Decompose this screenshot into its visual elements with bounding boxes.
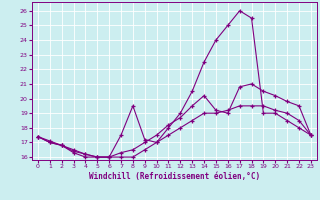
X-axis label: Windchill (Refroidissement éolien,°C): Windchill (Refroidissement éolien,°C) bbox=[89, 172, 260, 181]
